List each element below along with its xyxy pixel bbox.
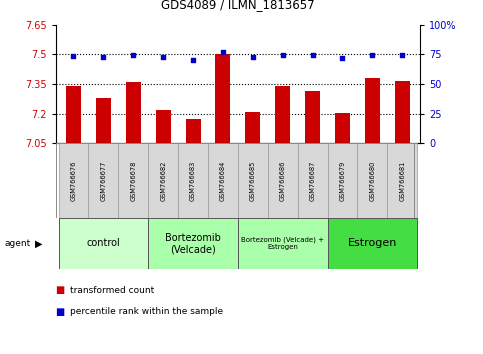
Text: GSM766686: GSM766686 bbox=[280, 160, 286, 201]
Point bbox=[398, 52, 406, 58]
Text: GSM766684: GSM766684 bbox=[220, 160, 226, 201]
Text: GSM766681: GSM766681 bbox=[399, 160, 405, 201]
Point bbox=[159, 54, 167, 59]
Bar bbox=[275, 86, 290, 143]
Point bbox=[189, 57, 197, 63]
Text: GSM766676: GSM766676 bbox=[71, 160, 76, 201]
Bar bbox=[58, 143, 88, 218]
Text: Bortezomib
(Velcade): Bortezomib (Velcade) bbox=[165, 233, 221, 254]
Text: ■: ■ bbox=[56, 285, 65, 295]
Bar bbox=[387, 143, 417, 218]
Point bbox=[129, 52, 137, 58]
Bar bbox=[395, 81, 410, 143]
Bar bbox=[96, 98, 111, 143]
Bar bbox=[178, 143, 208, 218]
Text: agent: agent bbox=[5, 239, 31, 248]
Bar bbox=[156, 110, 170, 143]
Bar bbox=[327, 143, 357, 218]
Bar bbox=[185, 119, 200, 143]
Bar bbox=[365, 78, 380, 143]
Bar bbox=[126, 82, 141, 143]
Bar bbox=[88, 143, 118, 218]
Text: transformed count: transformed count bbox=[70, 286, 154, 295]
Text: Estrogen: Estrogen bbox=[348, 238, 397, 249]
Bar bbox=[148, 143, 178, 218]
Text: ▶: ▶ bbox=[35, 238, 43, 249]
Point bbox=[339, 55, 346, 61]
Text: percentile rank within the sample: percentile rank within the sample bbox=[70, 307, 223, 316]
Bar bbox=[66, 86, 81, 143]
Bar bbox=[148, 218, 238, 269]
Point bbox=[249, 54, 256, 59]
Bar bbox=[327, 218, 417, 269]
Bar bbox=[215, 55, 230, 143]
Bar bbox=[58, 218, 148, 269]
Bar bbox=[305, 91, 320, 143]
Text: GSM766679: GSM766679 bbox=[340, 160, 345, 201]
Point bbox=[99, 54, 107, 59]
Point bbox=[369, 52, 376, 58]
Text: GSM766682: GSM766682 bbox=[160, 160, 166, 201]
Bar bbox=[238, 218, 327, 269]
Text: GSM766677: GSM766677 bbox=[100, 160, 106, 201]
Point bbox=[70, 53, 77, 58]
Point bbox=[309, 52, 316, 58]
Point bbox=[279, 52, 286, 58]
Bar bbox=[298, 143, 327, 218]
Text: GDS4089 / ILMN_1813657: GDS4089 / ILMN_1813657 bbox=[161, 0, 315, 11]
Bar bbox=[238, 143, 268, 218]
Text: GSM766678: GSM766678 bbox=[130, 160, 136, 201]
Text: GSM766683: GSM766683 bbox=[190, 160, 196, 201]
Text: GSM766680: GSM766680 bbox=[369, 160, 375, 201]
Bar bbox=[357, 143, 387, 218]
Point bbox=[219, 49, 227, 55]
Text: ■: ■ bbox=[56, 307, 65, 316]
Bar bbox=[118, 143, 148, 218]
Bar bbox=[335, 113, 350, 143]
Text: GSM766685: GSM766685 bbox=[250, 160, 256, 201]
Text: control: control bbox=[86, 238, 120, 249]
Text: Bortezomib (Velcade) +
Estrogen: Bortezomib (Velcade) + Estrogen bbox=[241, 236, 324, 250]
Text: GSM766687: GSM766687 bbox=[310, 160, 315, 201]
Bar bbox=[208, 143, 238, 218]
Bar bbox=[245, 112, 260, 143]
Bar bbox=[268, 143, 298, 218]
